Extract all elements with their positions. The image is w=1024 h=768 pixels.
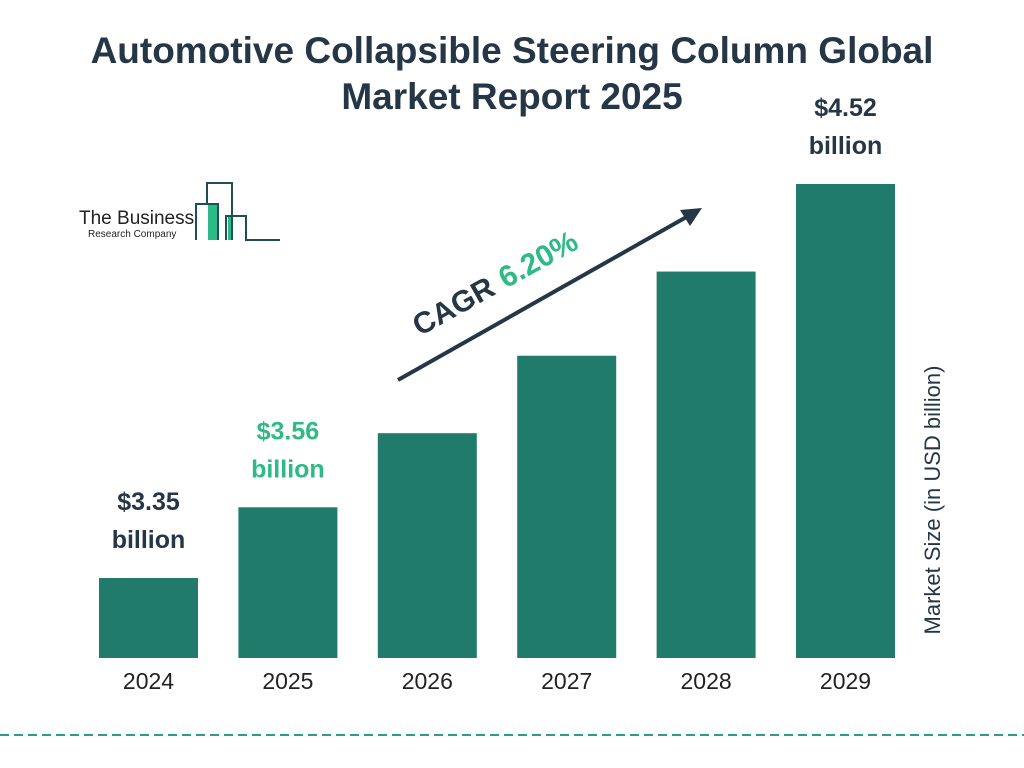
data-label-unit: billion: [112, 526, 186, 554]
bar-2024: [99, 578, 198, 658]
x-tick-label: 2024: [123, 668, 174, 694]
data-label-value: $4.52: [814, 94, 877, 122]
x-tick-label: 2026: [402, 668, 453, 694]
bar-2027: [517, 355, 617, 658]
logo-line-1: The Business: [79, 208, 194, 229]
x-tick-label: 2027: [541, 668, 592, 694]
data-label-value: $3.56: [257, 417, 320, 445]
data-label-unit: billion: [809, 132, 883, 160]
bar-2028: [656, 271, 756, 658]
title-line-1: Automotive Collapsible Steering Column G…: [90, 30, 934, 71]
bar-2029: [796, 184, 895, 658]
x-tick-label: 2029: [820, 668, 871, 694]
x-tick-label: 2028: [681, 668, 732, 694]
logo-line-2: Research Company: [88, 229, 176, 240]
data-label-unit: billion: [251, 455, 325, 483]
title-line-2: Market Report 2025: [341, 76, 683, 117]
chart-title: Automotive Collapsible Steering Column G…: [0, 28, 1024, 120]
cagr-arrow: [397, 208, 702, 382]
bar-2026: [377, 433, 477, 658]
y-axis-label: Market Size (in USD billion): [920, 366, 945, 635]
bar-2025: [238, 507, 338, 658]
data-label-value: $3.35: [117, 488, 180, 516]
logo: The Business Research Company: [79, 182, 280, 241]
x-tick-label: 2025: [262, 668, 313, 694]
